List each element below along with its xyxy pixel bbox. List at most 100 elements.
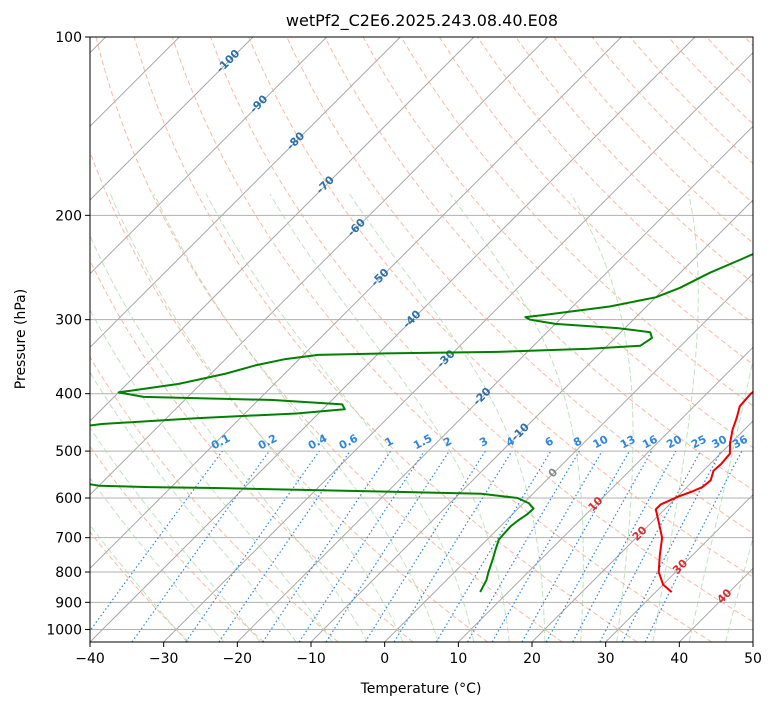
isotherms <box>90 37 753 642</box>
mixing-ratio-label: 1.5 <box>411 432 434 453</box>
dry-adiabat <box>400 37 753 407</box>
isotherm-line <box>90 37 402 349</box>
mixing-ratio-line <box>364 450 486 642</box>
y-tick-label: 800 <box>55 565 82 581</box>
plot-frame <box>89 36 754 643</box>
isotherm-line <box>90 37 623 570</box>
isotherm-line <box>310 199 753 642</box>
y-tick-label: 300 <box>55 313 82 329</box>
isotherm-line <box>384 272 753 642</box>
mixing-ratio-line <box>325 450 450 642</box>
isotherm-line <box>90 37 254 201</box>
moist-adiabat <box>90 477 225 642</box>
isotherm-line <box>752 641 753 642</box>
mixing-ratio-line <box>491 450 603 642</box>
mixing-ratio-line <box>185 450 320 642</box>
moist-adiabat <box>688 357 753 642</box>
x-axis-label: Temperature (°C) <box>360 681 482 697</box>
isotherm-label: -40 <box>400 307 423 330</box>
isotherm-line <box>605 493 753 642</box>
y-axis-label: Pressure (hPa) <box>13 289 29 389</box>
y-tick-label: 200 <box>55 208 82 224</box>
isotherm-label: -20 <box>470 385 493 408</box>
y-axis: 100 200 300 400 500 600 700 800 900 1000 <box>46 30 90 638</box>
isotherm-line <box>531 420 753 642</box>
chart-title: wetPf2_C2E6.2025.243.08.40.E08 <box>286 11 558 31</box>
sounding-series <box>90 252 753 593</box>
moist-adiabat <box>90 308 333 642</box>
mixing-ratio-line <box>572 450 677 642</box>
moist-adiabat <box>269 193 510 642</box>
dry-adiabat <box>477 37 753 325</box>
dry-adiabat <box>90 150 488 642</box>
moist-adiabat <box>90 234 369 642</box>
mixing-ratio-line <box>131 450 270 642</box>
x-tick-label: −30 <box>149 651 179 667</box>
mixing-ratio-label: 1 <box>383 434 396 449</box>
y-tick-label: 700 <box>55 531 82 547</box>
isotherm-line <box>90 37 181 128</box>
x-tick-label: −20 <box>223 651 253 667</box>
dry-adiabat <box>591 37 753 204</box>
x-tick-label: 10 <box>449 651 467 667</box>
y-tick-label: 100 <box>55 30 82 46</box>
mixing-ratio-line <box>599 450 702 642</box>
isotherm-label: -30 <box>434 347 457 370</box>
mixing-ratio-line <box>298 450 425 642</box>
mixing-ratio-label: 0.1 <box>209 432 232 453</box>
mixing-ratio-line <box>435 450 552 642</box>
mixing-ratio-label: 10 <box>591 432 611 451</box>
moist-adiabat <box>153 193 439 642</box>
moist-adiabat <box>349 193 546 642</box>
isotherm-label: 20 <box>630 523 650 543</box>
dry-adiabat <box>667 37 753 125</box>
isotherm-label: 30 <box>670 557 690 577</box>
x-tick-label: 0 <box>380 651 389 667</box>
dry-adiabats <box>90 37 753 642</box>
isotherm-line <box>457 346 753 642</box>
mixing-ratio-line <box>90 450 223 632</box>
y-tick-label: 1000 <box>46 622 82 638</box>
x-tick-label: −10 <box>296 651 326 667</box>
x-axis: −40 −30 −20 −10 0 10 20 30 40 50 <box>75 642 762 667</box>
mixing-ratio-label: 25 <box>689 433 709 452</box>
moist-adiabat <box>90 371 297 642</box>
dry-adiabat <box>286 37 753 534</box>
y-tick-label: 900 <box>55 595 82 611</box>
sounding-line-2 <box>90 252 753 593</box>
dry-adiabat <box>705 37 753 86</box>
sounding-line-1 <box>654 390 753 593</box>
dry-adiabat <box>171 37 712 642</box>
y-tick-label: 500 <box>55 444 82 460</box>
moist-adiabat <box>725 536 753 642</box>
x-tick-label: 20 <box>523 651 541 667</box>
plot-area: -100-90-80-70-60-50-40-30-20-10010203040… <box>90 37 753 642</box>
y-tick-label: 600 <box>55 491 82 507</box>
mixing-ratio-line <box>262 450 392 642</box>
moist-adiabat <box>109 193 404 642</box>
isotherm-line <box>236 125 753 642</box>
x-tick-label: −40 <box>75 651 105 667</box>
x-tick-label: 30 <box>597 651 615 667</box>
dry-adiabat <box>248 37 753 578</box>
dry-adiabat <box>133 37 638 642</box>
dry-adiabat <box>744 37 753 47</box>
gridlines <box>90 37 753 630</box>
moist-adiabat <box>570 193 634 642</box>
mixing-ratio-label: 16 <box>640 433 660 452</box>
mixing-ratio-line <box>621 450 722 642</box>
mixing-ratio-label: 30 <box>710 433 730 452</box>
dry-adiabat <box>515 37 753 284</box>
dry-adiabat <box>95 37 563 642</box>
isotherm-line <box>90 37 475 422</box>
y-tick-label: 400 <box>55 387 82 403</box>
mixing-ratio-label: 0.4 <box>306 432 330 453</box>
dry-adiabat <box>90 356 339 642</box>
moist-adiabat <box>90 426 261 642</box>
mixing-ratio-line <box>218 450 351 642</box>
x-tick-label: 50 <box>744 651 762 667</box>
mixing-ratio-label: 36 <box>730 433 750 452</box>
mixing-ratio-label: 8 <box>571 434 584 449</box>
isotherm-line <box>678 567 753 642</box>
